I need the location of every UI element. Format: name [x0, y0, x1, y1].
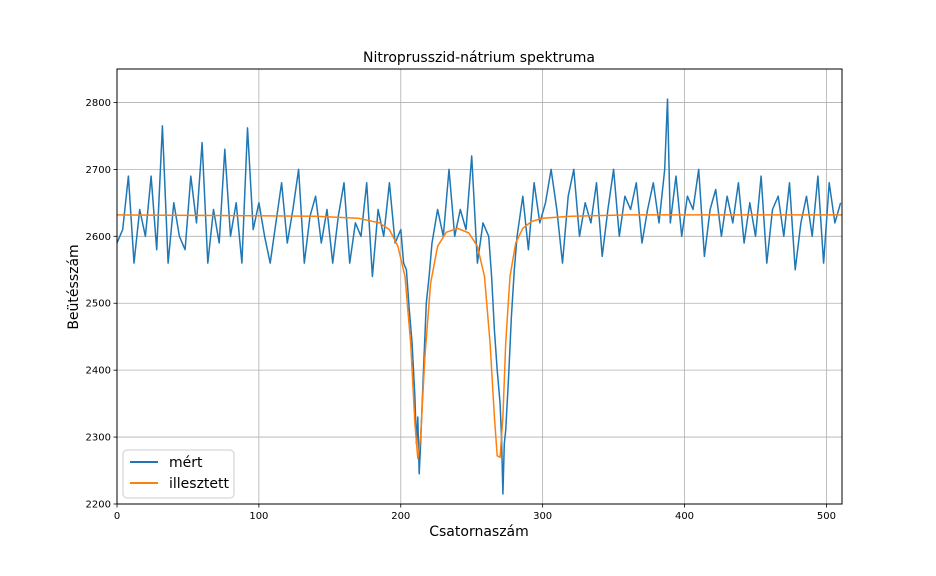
y-tick-label: 2500 [86, 299, 111, 310]
x-axis-title: Csatornaszám [429, 524, 529, 540]
y-tick-label: 2600 [86, 232, 111, 243]
x-tick-label: 300 [533, 511, 552, 522]
series-layer [116, 98, 842, 495]
y-tick-label: 2800 [86, 98, 111, 109]
y-tick-label: 2700 [86, 165, 111, 176]
y-tick-label: 2200 [86, 500, 111, 511]
series-line-illesztett [116, 214, 842, 460]
plot-frame [116, 68, 843, 505]
y-tick-label: 2400 [86, 366, 111, 377]
legend-label-illesztett: illesztett [169, 476, 230, 492]
x-tick-label: 0 [114, 511, 120, 522]
x-tick-label: 400 [675, 511, 694, 522]
x-tick-label: 200 [391, 511, 410, 522]
y-tick-label: 2300 [86, 433, 111, 444]
y-axis-title: Beütésszám [66, 244, 82, 329]
y-axis: 2200 2300 2400 2500 2600 2700 2800 [86, 98, 117, 511]
series-line-mert [116, 98, 842, 495]
x-axis: 0 100 200 300 400 500 [114, 504, 836, 522]
x-tick-label: 500 [817, 511, 836, 522]
legend: mért illesztett [122, 449, 235, 499]
x-tick-label: 100 [249, 511, 268, 522]
chart-title: Nitroprusszid-nátrium spektruma [363, 50, 595, 66]
legend-label-mert: mért [169, 455, 203, 471]
